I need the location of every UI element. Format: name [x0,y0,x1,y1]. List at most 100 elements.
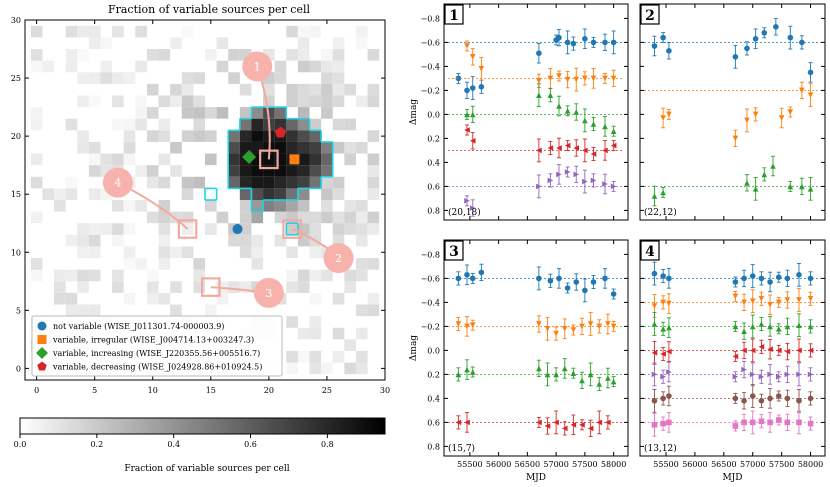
data-point [556,103,562,109]
map-cell [297,176,310,189]
map-cell [170,281,182,293]
map-cell [158,246,171,259]
y-axis-label: Δmag [409,99,419,125]
data-point [749,273,756,279]
marker-number: 2 [335,252,342,265]
data-point [767,395,773,402]
map-cell [228,153,240,166]
map-cell [123,246,136,259]
data-point [761,30,768,36]
map-cell [170,165,182,177]
data-point [749,371,756,378]
lightcurve-panel-1: −0.8 −0.6 −0.4 −0.2 0.0 0.2 0.4 0.6 0.8 1 (20,18) Δ… [409,3,629,221]
marker-circle [323,243,354,274]
data-point [464,87,470,94]
data-point [784,323,791,330]
map-cell [321,176,333,189]
data-point [775,299,782,306]
data-point [590,121,597,127]
map-cell [344,200,356,212]
panel-frame [443,3,629,221]
map-cell [332,176,345,189]
map-cell [77,130,89,142]
map-cell [274,188,287,200]
data-point [732,353,739,360]
map-cell [332,49,345,61]
colorbar-tick-label: 0.6 [244,440,257,449]
data-point [564,169,571,175]
map-cell [251,141,264,154]
map-cell [344,153,356,166]
map-cell [158,95,171,108]
map-cell [65,25,78,38]
map-cell [135,25,147,38]
map-cell [321,362,333,375]
map-cell [332,118,345,131]
map-cell [123,130,136,142]
data-point [660,299,666,306]
map-cell [239,130,252,142]
map-cell [158,211,171,224]
map-cell [88,141,101,154]
panel-number: 3 [449,244,459,260]
map-cell [344,223,356,235]
data-point [570,370,577,376]
map-cell [367,49,380,61]
data-point [744,45,750,52]
map-cell [297,118,310,131]
data-point [778,115,785,121]
data-point [767,419,773,426]
data-point [464,111,470,118]
y-tick-label: 0 [16,364,21,373]
map-title: Fraction of variable sources per cell [108,3,311,16]
data-point [767,346,773,352]
map-cell [309,118,322,131]
data-point [478,66,485,72]
map-cell [274,200,287,212]
map-cell [251,130,264,142]
map-cell [228,281,240,293]
map-cell [297,281,310,293]
map-cell [251,188,264,200]
legend-symbol [37,361,47,371]
x-tick-label: 57500 [572,460,597,469]
map-cell [193,72,205,84]
data-point [660,351,666,357]
map-cell [228,49,240,61]
map-cell [123,72,136,84]
y-tick-label: 25 [11,74,21,83]
map-cell [216,60,229,73]
data-point [741,366,747,373]
map-cell [30,25,43,38]
map-cell [321,269,333,282]
map-cell [77,304,89,317]
map-cell [286,350,298,363]
x-tick-label: 55500 [653,460,678,469]
map-cell [158,223,171,235]
map-cell [158,118,171,131]
data-point [469,54,476,60]
data-point [775,393,782,399]
data-point [469,138,476,144]
map-cell [216,292,229,305]
data-point [469,111,476,118]
map-cell [309,165,322,177]
data-point [455,75,462,82]
x-tick-label: 25 [322,386,332,395]
y-tick-label: 5 [16,306,21,315]
map-cell [88,37,101,50]
data-point [752,186,759,192]
y-tick-label: 0.2 [427,370,440,379]
map-cell [228,176,240,189]
data-point [602,181,608,187]
map-cell [65,118,78,131]
data-point [605,321,611,327]
map-cell [367,304,380,317]
data-point [455,371,462,378]
data-point [775,347,782,354]
y-tick-label: 15 [11,190,21,199]
data-point [469,322,476,328]
map-cell [297,83,310,96]
map-cell [193,118,205,131]
